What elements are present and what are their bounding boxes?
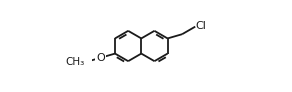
Text: O: O <box>96 53 105 63</box>
Text: Cl: Cl <box>196 21 206 31</box>
Text: CH₃: CH₃ <box>66 57 85 67</box>
